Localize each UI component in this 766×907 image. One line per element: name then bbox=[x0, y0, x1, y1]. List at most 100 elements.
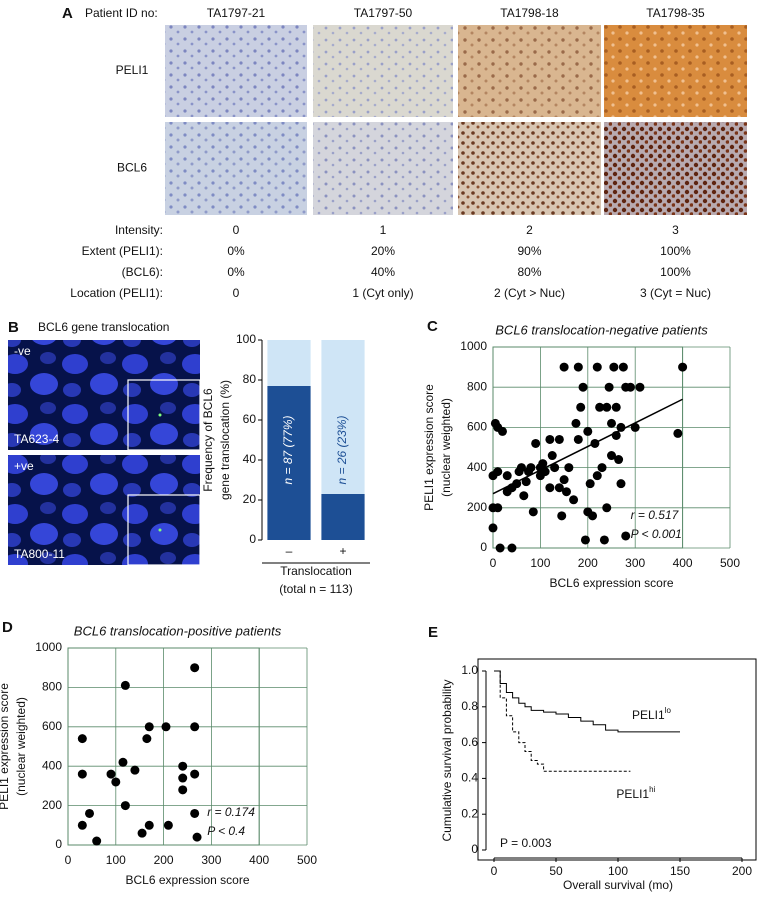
y-axis-label: (nuclear weighted) bbox=[14, 697, 28, 796]
data-point bbox=[573, 362, 583, 372]
data-point bbox=[554, 483, 564, 493]
data-point bbox=[190, 769, 200, 779]
data-point bbox=[120, 680, 130, 690]
data-point bbox=[561, 487, 571, 497]
data-point bbox=[190, 722, 200, 732]
image-id: TA623-4 bbox=[14, 432, 59, 446]
bar-segment bbox=[267, 386, 311, 540]
fit-line bbox=[492, 398, 683, 495]
data-point bbox=[77, 820, 87, 830]
y-tick-label: 100 bbox=[236, 332, 256, 346]
data-point bbox=[621, 531, 631, 541]
y-axis-label: Frequency of BCL6 bbox=[201, 388, 215, 492]
data-point bbox=[130, 765, 140, 775]
data-point bbox=[583, 426, 593, 436]
bar-segment bbox=[321, 494, 365, 540]
y-tick-label: 20 bbox=[243, 492, 257, 506]
x-tick-label: 300 bbox=[201, 853, 221, 867]
x-tick-label: 100 bbox=[608, 864, 628, 878]
x-axis-label: BCL6 expression score bbox=[125, 873, 249, 887]
x-tick-label: 300 bbox=[625, 556, 645, 570]
bar-segment bbox=[267, 340, 311, 386]
x-tick-label: 500 bbox=[720, 556, 740, 570]
data-point bbox=[178, 773, 188, 783]
data-point bbox=[488, 523, 498, 533]
x-tick-label: 100 bbox=[530, 556, 550, 570]
y-tick-label: 400 bbox=[467, 460, 487, 474]
table-cell: 90% bbox=[517, 244, 541, 258]
data-point bbox=[531, 438, 541, 448]
image-tag: +ve bbox=[14, 459, 34, 473]
data-point bbox=[602, 402, 612, 412]
patient-id: TA1797-50 bbox=[354, 6, 413, 20]
micrograph bbox=[165, 122, 307, 215]
stat-annotation: P = 0.003 bbox=[500, 836, 552, 850]
table-row-label: (BCL6): bbox=[122, 265, 163, 279]
data-point bbox=[559, 475, 569, 485]
panel-label: A bbox=[62, 5, 73, 22]
data-point bbox=[611, 402, 621, 412]
y-tick-label: 400 bbox=[42, 758, 62, 772]
data-point bbox=[569, 495, 579, 505]
data-point bbox=[604, 382, 614, 392]
chart-title: BCL6 translocation-negative patients bbox=[495, 322, 708, 337]
y-tick-label: 800 bbox=[467, 379, 487, 393]
stain-label: BCL6 bbox=[117, 161, 147, 175]
data-point bbox=[557, 511, 567, 521]
bar-annotation: n = 87 (77%) bbox=[281, 415, 295, 484]
data-point bbox=[554, 434, 564, 444]
table-cell: 3 bbox=[672, 223, 679, 237]
data-point bbox=[521, 477, 531, 487]
data-point bbox=[507, 543, 517, 553]
data-point bbox=[161, 722, 171, 732]
data-point bbox=[92, 836, 102, 846]
data-point bbox=[580, 535, 590, 545]
micrograph bbox=[165, 25, 307, 117]
x-tick-label: + bbox=[339, 544, 346, 558]
survival-curve bbox=[494, 670, 631, 772]
x-tick-label: 0 bbox=[491, 864, 498, 878]
data-point bbox=[609, 362, 619, 372]
data-point bbox=[516, 463, 526, 473]
data-point bbox=[528, 507, 538, 517]
data-point bbox=[618, 362, 628, 372]
data-point bbox=[592, 471, 602, 481]
panel-label: C bbox=[427, 318, 438, 335]
data-point bbox=[545, 434, 555, 444]
data-point bbox=[163, 820, 173, 830]
x-tick-label: 400 bbox=[673, 556, 693, 570]
y-tick-label: 0 bbox=[249, 532, 256, 546]
fish-image bbox=[8, 455, 200, 565]
data-point bbox=[178, 785, 188, 795]
x-tick-label: 0 bbox=[490, 556, 497, 570]
chart-title: BCL6 translocation-positive patients bbox=[74, 623, 282, 638]
data-point bbox=[144, 722, 154, 732]
data-point bbox=[625, 382, 635, 392]
data-point bbox=[77, 734, 87, 744]
data-point bbox=[595, 402, 605, 412]
micrograph bbox=[458, 25, 601, 117]
y-tick-label: 0 bbox=[480, 540, 487, 554]
image-tag: -ve bbox=[14, 344, 31, 358]
data-point bbox=[607, 451, 616, 461]
data-point bbox=[111, 777, 121, 787]
data-point bbox=[142, 734, 152, 744]
table-cell: 1 bbox=[380, 223, 387, 237]
micrograph bbox=[313, 122, 453, 215]
table-cell: 100% bbox=[660, 244, 691, 258]
data-point bbox=[616, 479, 626, 489]
patient-id: TA1797-21 bbox=[207, 6, 266, 20]
x-tick-label: 200 bbox=[732, 864, 752, 878]
y-tick-label: 40 bbox=[243, 452, 257, 466]
data-point bbox=[576, 402, 586, 412]
x-tick-label: 100 bbox=[106, 853, 126, 867]
x-axis-label: Overall survival (mo) bbox=[563, 878, 673, 892]
data-point bbox=[597, 463, 607, 473]
legend-name: PELI1 bbox=[632, 708, 665, 722]
plot-frame bbox=[67, 647, 260, 846]
data-point bbox=[607, 418, 616, 428]
data-point bbox=[559, 362, 569, 372]
y-tick-label: 1000 bbox=[460, 339, 487, 353]
legend-superscript: lo bbox=[665, 706, 672, 715]
